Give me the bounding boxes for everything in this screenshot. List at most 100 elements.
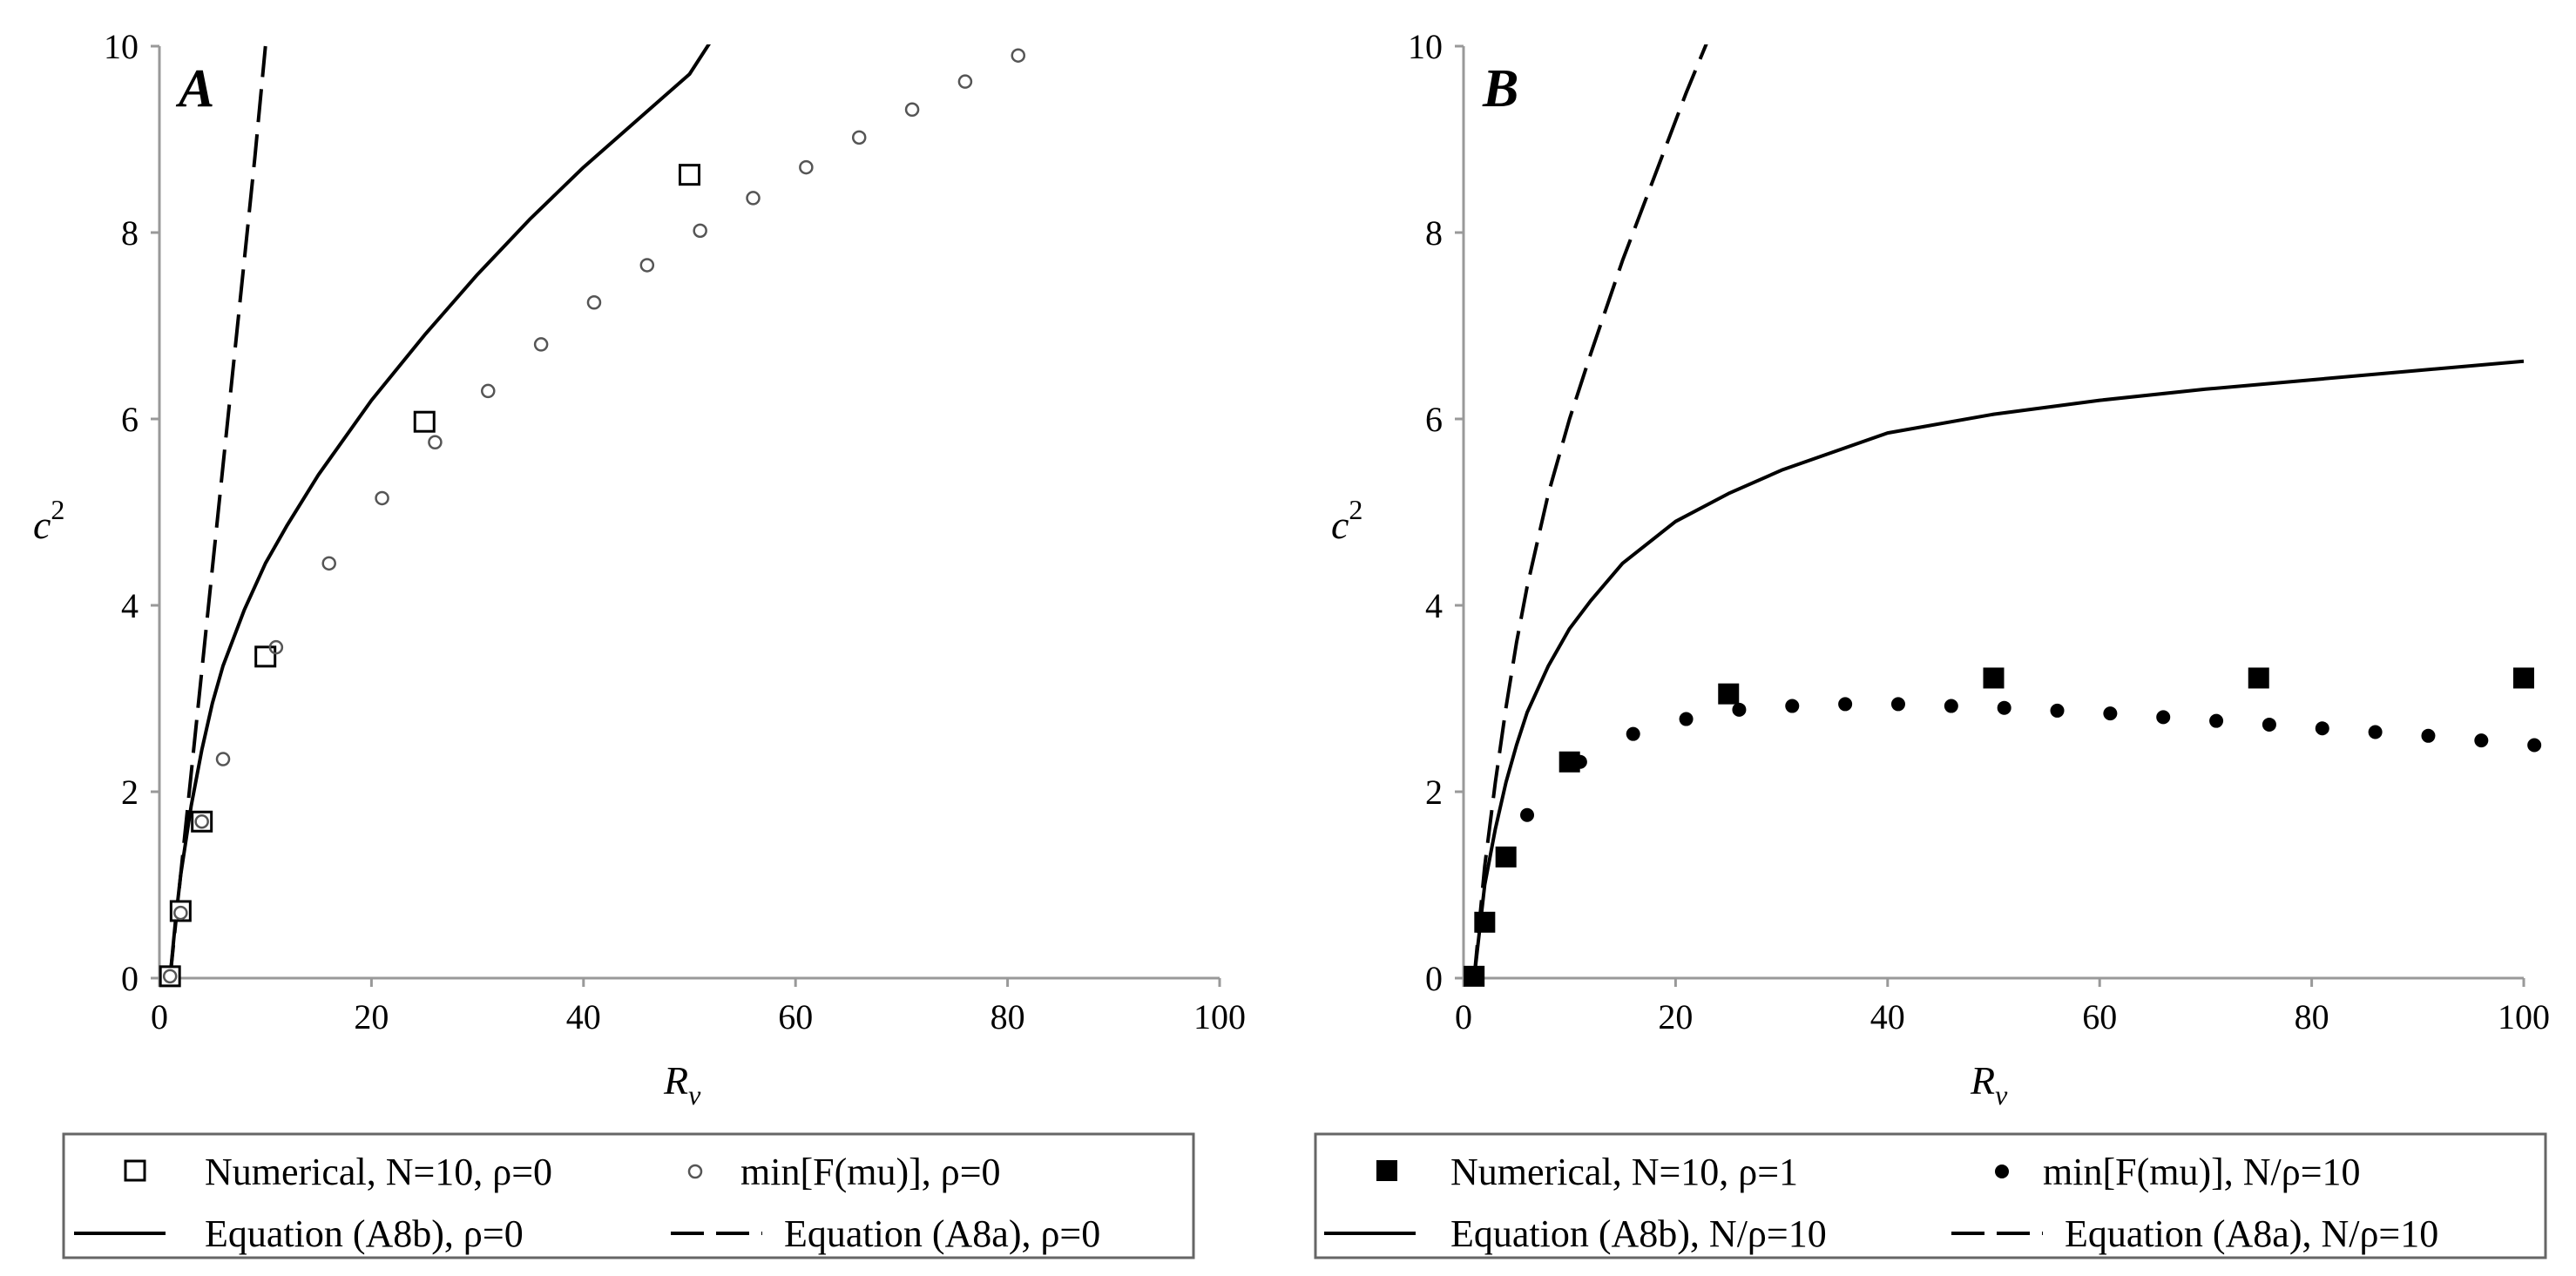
panel-a-x-tick-label: 0: [151, 997, 168, 1036]
panel-b-x-tick-label: 0: [1455, 997, 1472, 1036]
panel-a-point-open-circle: [194, 814, 209, 829]
panel-b-point-filled-circle: [2209, 713, 2224, 728]
panel-a-point-open-circle: [639, 258, 655, 273]
panel-a-point-open-circle: [799, 159, 814, 175]
panel-b-point-filled-circle: [1520, 807, 1535, 822]
panel-b-marks: [1464, 44, 2542, 987]
panel-b-point-filled-circle: [2050, 703, 2065, 718]
legend-marker-filled-square: [1376, 1160, 1397, 1181]
panel-a-point-open-circle: [268, 639, 284, 655]
legend-marker-open-circle: [687, 1164, 703, 1179]
panel-a-point-open-circle: [215, 752, 231, 766]
legend-label-eq-a8b: Equation (A8b), ρ=0: [205, 1212, 524, 1255]
panel-a-point-open-circle: [375, 490, 389, 506]
legend-marker-open-square: [124, 1159, 146, 1182]
panel-a-y-tick-label: 10: [104, 27, 139, 66]
legend-marker-filled-circle: [1995, 1165, 2009, 1178]
panel-a-point-open-circle: [1011, 48, 1026, 63]
panel-b-point-filled-circle: [1997, 700, 2011, 715]
legend-label-numerical: Numerical, N=10, ρ=0: [205, 1151, 552, 1193]
panel-b-point-filled-circle: [1498, 849, 1513, 864]
panel-b-point-filled-circle: [1626, 726, 1640, 741]
panel-b-legend-box: [1314, 1132, 2547, 1259]
panel-a-point-open-circle: [321, 556, 336, 571]
panel-b-point-filled-square: [1718, 683, 1740, 705]
panel-b-point-filled-circle: [2527, 738, 2542, 753]
panel-b-point-filled-circle: [1477, 915, 1492, 929]
legend-label-numerical-b: Numerical, N=10, ρ=1: [1450, 1151, 1798, 1193]
panel-b-point-filled-circle: [1838, 697, 1853, 712]
panel-a-x-tick-label: 100: [1193, 997, 1246, 1036]
panel-b-point-filled-circle: [2421, 728, 2436, 743]
legend-label-eq-a8b-b: Equation (A8b), N/ρ=10: [1450, 1212, 1827, 1255]
panel-b-point-filled-circle: [2262, 717, 2276, 732]
panel-b-point-filled-circle: [2103, 706, 2118, 721]
panel-b-x-tick-label: 20: [1658, 997, 1693, 1036]
panel-a-marks: [159, 44, 1026, 988]
panel-b-series-line-solid: [1472, 359, 2525, 979]
panel-a-legend-box: [62, 1132, 1195, 1259]
panel-b-legend: Numerical, N=10, ρ=1 min[F(mu)], N/ρ=10 …: [1324, 1151, 2438, 1255]
panel-b-y-tick-label: 6: [1425, 400, 1443, 439]
panel-b-point-filled-circle: [1467, 969, 1482, 983]
panel-a-x-tick-label: 20: [354, 997, 389, 1036]
legend-label-min-f-b: min[F(mu)], N/ρ=10: [2043, 1151, 2361, 1193]
panel-b-point-filled-circle: [2315, 721, 2329, 736]
panel-b-point-filled-square: [1983, 667, 2005, 689]
panel-a-point-open-circle: [533, 337, 549, 352]
panel-b-point-filled-circle: [1944, 699, 1958, 713]
panel-b-point-filled-circle: [2368, 725, 2383, 739]
panel-b-point-filled-circle: [2156, 710, 2171, 725]
panel-a-y-axis-label: c2: [33, 494, 64, 547]
panel-a-label: A: [175, 59, 214, 118]
panel-b-point-filled-square: [2248, 667, 2269, 689]
panel-b-x-tick-label: 100: [2498, 997, 2550, 1036]
panel-a-point-open-circle: [851, 130, 867, 145]
legend-label-min-f: min[F(mu)], ρ=0: [740, 1151, 1001, 1193]
panel-b-y-tick-label: 8: [1425, 213, 1443, 253]
panel-a-point-open-circle: [746, 191, 761, 206]
panel-b-y-tick-label: 0: [1425, 959, 1443, 998]
panel-a-legend: Numerical, N=10, ρ=0 min[F(mu)], ρ=0 Equ…: [74, 1151, 1100, 1255]
panel-b-y-axis-label: c2: [1331, 494, 1362, 547]
legend-label-eq-a8a-b: Equation (A8a), N/ρ=10: [2065, 1212, 2438, 1255]
panel-a-point-open-circle: [586, 295, 602, 310]
panel-b-y-tick-label: 2: [1425, 773, 1443, 812]
panel-b-series-line-dashed: [1472, 44, 1708, 979]
panel-b-point-filled-circle: [2474, 733, 2489, 748]
panel-b-y-tick-label: 4: [1425, 586, 1443, 625]
panel-b-x-tick-label: 40: [1870, 997, 1905, 1036]
panel-a-point-open-circle: [904, 102, 920, 118]
panel-a-point-open-circle: [693, 223, 707, 239]
panel-a: 0 20 40 60 80 100 0 2 4 6 8 10 A c2 Rv Numerical, N…: [33, 27, 1246, 1259]
panel-b-x-axis-label: Rv: [1970, 1058, 2008, 1111]
panel-a-series-line-solid: [168, 44, 711, 979]
legend-label-eq-a8a: Equation (A8a), ρ=0: [784, 1212, 1100, 1255]
panel-a-point-open-square: [679, 164, 700, 186]
panel-b-point-filled-circle: [1572, 754, 1587, 769]
panel-b-x-tick-label: 80: [2295, 997, 2329, 1036]
panel-b-point-filled-circle: [1732, 702, 1747, 717]
panel-a-x-axis-label: Rv: [663, 1058, 701, 1111]
panel-a-series-line-dashed: [168, 45, 267, 979]
panel-b-ticks: 0 20 40 60 80 100 0 2 4 6 8 10: [1408, 27, 2550, 1036]
panel-a-x-tick-label: 40: [566, 997, 601, 1036]
panel-a-point-open-circle: [957, 74, 973, 89]
panel-a-point-open-circle: [173, 905, 188, 921]
panel-a-ticks: 0 20 40 60 80 100 0 2 4 6 8 10: [104, 27, 1246, 1036]
panel-a-y-tick-label: 0: [121, 959, 139, 998]
panel-b-x-tick-label: 60: [2082, 997, 2117, 1036]
panel-a-y-tick-label: 8: [121, 213, 139, 253]
panel-a-point-open-circle: [428, 435, 443, 449]
panel-a-point-open-square: [254, 645, 277, 668]
panel-a-y-tick-label: 6: [121, 400, 139, 439]
panel-b: 0 20 40 60 80 100 0 2 4 6 8 10 B c2 Rv Numerical, N…: [1314, 27, 2550, 1259]
panel-a-point-open-circle: [481, 383, 496, 399]
panel-a-y-tick-label: 4: [121, 586, 139, 625]
panel-a-point-open-square: [413, 410, 436, 433]
panel-b-point-filled-circle: [1890, 697, 1905, 712]
panel-b-point-filled-circle: [1785, 699, 1800, 713]
panel-a-x-tick-label: 60: [778, 997, 813, 1036]
panel-b-point-filled-square: [2513, 667, 2534, 689]
